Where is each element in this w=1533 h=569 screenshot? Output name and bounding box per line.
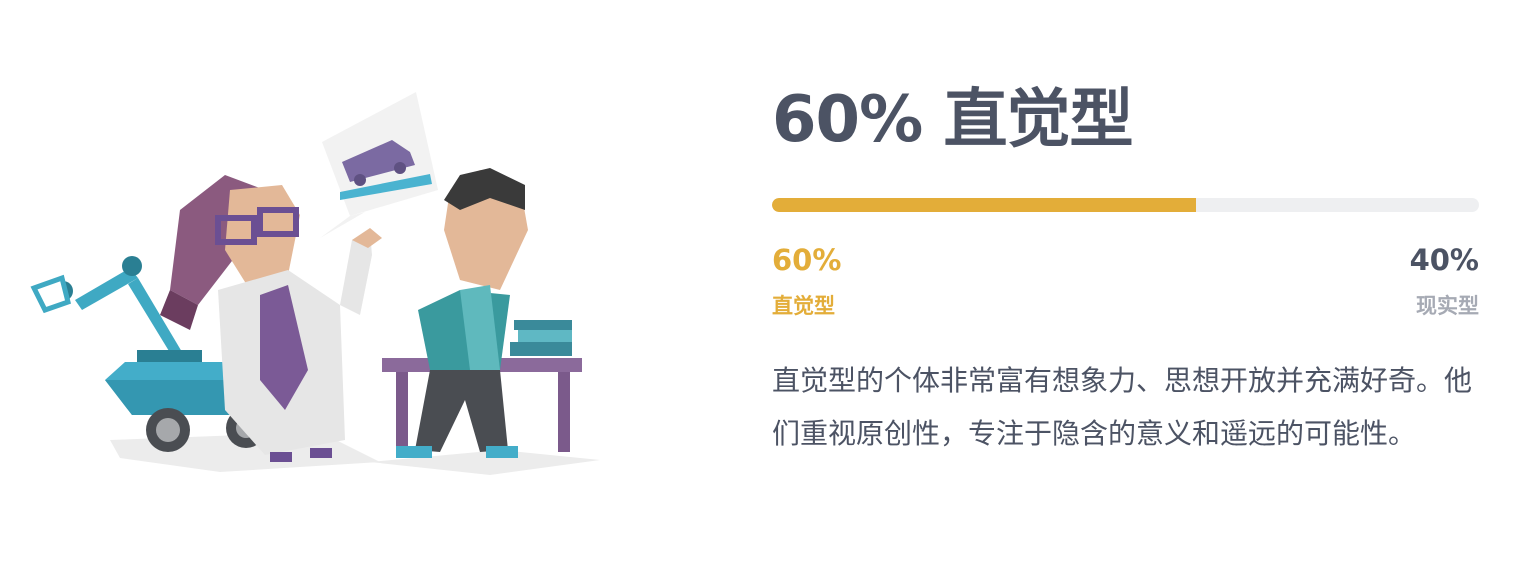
floor-shadow-right [370,450,600,475]
trait-intuitive: 60% 直觉型 [772,242,841,320]
trait-labels: 60% 直觉型 40% 现实型 [772,242,1479,320]
trait-progress-bar [772,198,1479,212]
trait-intuitive-percent: 60% [772,243,842,277]
robot-rover-icon [30,256,266,452]
trait-observant-name: 现实型 [1416,294,1479,318]
speech-bubble-car-icon [320,92,438,238]
trait-observant: 40% 现实型 [1410,242,1479,320]
title-trait: 直觉型 [943,83,1133,157]
personality-illustration [20,80,620,490]
result-title: 60% 直觉型 [772,78,1479,162]
thinking-man-icon [396,168,528,458]
trait-intuitive-name: 直觉型 [772,294,835,318]
illustration-svg [30,92,600,475]
result-panel: 60% 直觉型 60% 直觉型 40% 现实型 直觉型的个体非常富有想象力、思想… [772,78,1479,460]
trait-progress-fill [772,198,1197,212]
trait-description: 直觉型的个体非常富有想象力、思想开放并充满好奇。他们重视原创性，专注于隐含的意义… [772,364,1473,450]
trait-observant-percent: 40% [1409,243,1479,277]
scientist-woman-icon [160,175,382,462]
title-percent: 60% [772,83,923,157]
